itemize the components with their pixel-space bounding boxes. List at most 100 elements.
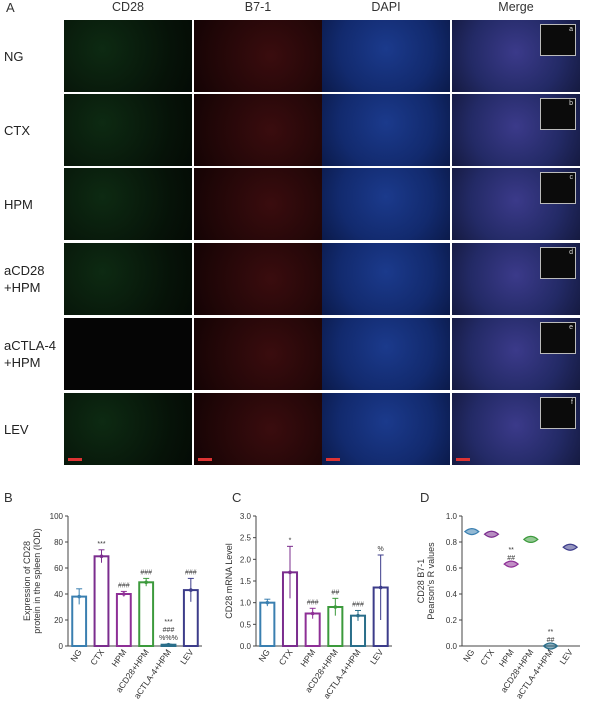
significance-label: ## [547,637,555,644]
colocalization-inset: c [540,172,576,204]
bar-CTX [93,555,110,647]
row-label-5: LEV [4,421,29,437]
violin-aCTLA-4+HPM [542,642,559,650]
significance-label: ** [508,547,514,554]
micrograph-b71-row-4 [194,318,322,390]
micrograph-dapi-row-3 [322,243,450,315]
micrograph-cd28-row-1 [64,94,192,166]
significance-label: *** [97,541,105,548]
y-tick-label: 80 [54,538,63,547]
y-tick-label: 40 [54,590,63,599]
significance-label: ### [352,601,364,608]
x-tick-label: HPM [497,647,516,668]
x-tick-label: LEV [368,647,386,666]
y-tick-label: 2.0 [240,555,252,564]
y-tick-label: 100 [50,512,64,521]
data-point [166,642,171,647]
data-point [378,585,383,590]
y-tick-label: 1.0 [240,599,252,608]
data-point [77,594,81,599]
row-label-0: NG [4,48,24,64]
micrograph-merge-row-2: c [452,168,580,240]
y-tick-label: 3.0 [240,512,252,521]
inset-letter: f [571,399,573,406]
x-tick-label: NG [68,647,84,663]
micrograph-b71-row-2 [194,168,322,240]
x-tick-label: CTX [277,647,295,667]
y-tick-label: 0 [59,642,64,651]
micrograph-b71-row-0 [194,20,322,92]
row-label-1: CTX [4,122,30,138]
significance-label: * [289,537,292,544]
violin-LEV [562,543,579,551]
y-tick-label: 0.2 [446,616,458,625]
inset-letter: b [569,100,573,107]
y-tick-label: 60 [54,564,63,573]
y-tick-label: 1.0 [446,512,458,521]
significance-label: ### [140,569,152,576]
significance-label: ### [118,582,130,589]
violin-aCD28+HPM [522,535,539,543]
inset-letter: c [569,174,574,181]
micrograph-merge-row-5: f [452,393,580,465]
significance-label: ## [331,589,339,596]
data-point [288,570,292,575]
y-tick-label: 2.5 [240,534,252,543]
row-label-2: HPM [4,196,33,212]
micrograph-merge-row-1: b [452,94,580,166]
col-head-b7-1: B7-1 [244,0,272,14]
col-head-merge: Merge [498,0,534,14]
micrograph-b71-row-1 [194,94,322,166]
colocalization-inset: a [540,24,576,56]
y-tick-label: 0.4 [446,590,458,599]
data-point [356,613,360,618]
violin-CTX [483,530,500,538]
y-tick-label: 1.5 [240,577,252,586]
micrograph-cd28-row-0 [64,20,192,92]
micrograph-b71-row-5 [194,393,322,465]
x-tick-label: CTX [478,647,496,667]
scale-bar [456,458,470,461]
data-point [99,554,104,559]
y-axis-label: CD28 mRNA Level [224,543,234,619]
micrograph-merge-row-4: e [452,318,580,390]
charts-area: B 0 20 40 60 80 100 Expression of CD28 protein i… [4,490,580,701]
micrograph-dapi-row-2 [322,168,450,240]
panel-letter-C: C [232,490,241,505]
col-head-dapi: DAPI [371,0,401,14]
micrograph-dapi-row-0 [322,20,450,92]
y-tick-label: 0.6 [446,564,458,573]
panel-letter-D: D [420,490,429,505]
data-point [144,580,148,585]
micrograph-cd28-row-3 [64,243,192,315]
significance-label: % [378,546,384,553]
y-tick-label: 0.8 [446,538,458,547]
micrograph-cd28-row-4 [64,318,192,390]
scale-bar [68,458,82,461]
x-tick-label: NG [461,647,477,663]
inset-letter: a [569,26,573,33]
y-axis-label: CD28 B7-1 [416,559,426,604]
colocalization-inset: d [540,247,576,279]
bar-HPM [115,593,132,647]
bar-NG [259,601,276,647]
significance-label: *** [164,619,172,626]
x-tick-label: HPM [109,647,128,668]
data-point [189,588,193,592]
violin-HPM [503,560,520,568]
x-tick-label: LEV [178,647,196,666]
y-axis-label: Expression of CD28 [22,541,32,621]
colocalization-inset: f [540,397,576,429]
y-tick-label: 0.0 [446,642,458,651]
row-label-3: aCD28 +HPM [4,263,45,295]
y-axis-label: Pearson's R values [426,542,436,620]
scale-bar [326,458,340,461]
colocalization-inset: e [540,322,576,354]
data-point [265,600,270,605]
micrograph-dapi-row-4 [322,318,450,390]
micrograph-merge-row-0: a [452,20,580,92]
micrograph-merge-row-3: d [452,243,580,315]
y-tick-label: 20 [54,616,63,625]
scale-bar [198,458,212,461]
micrograph-cd28-row-2 [64,168,192,240]
